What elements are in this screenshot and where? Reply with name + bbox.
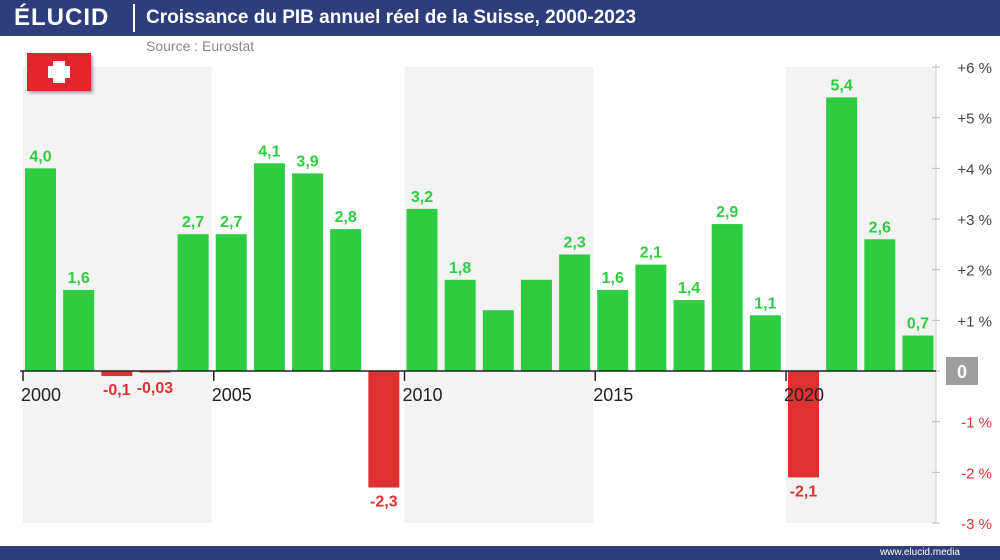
chart-title: Croissance du PIB annuel réel de la Suis… [146,7,637,28]
data-label: 4,1 [258,143,280,160]
bar [520,279,552,371]
y-tick-label: 0 [957,362,967,382]
bar [444,279,476,371]
data-label: 3,2 [411,189,433,206]
data-label: 4,0 [29,148,51,165]
x-tick-label: 2005 [212,385,252,405]
bar [559,254,591,371]
x-tick-label: 2020 [784,385,824,405]
data-label: 2,7 [182,214,204,231]
data-label: 2,6 [869,219,891,236]
data-label: 5,4 [831,77,853,94]
bar [788,371,819,478]
y-tick-label: -1 % [961,415,992,432]
swiss-flag-icon [27,53,91,91]
y-tick-label: +2 % [957,263,992,280]
x-tick-label: 2010 [403,385,443,405]
y-tick-label: +5 % [957,111,992,128]
bar [635,264,667,371]
x-tick-label: 2015 [593,385,633,405]
data-label: 2,1 [640,245,662,262]
data-label: -2,3 [370,494,398,511]
bar [826,97,858,372]
bar [482,310,514,371]
data-label: 3,9 [296,153,318,170]
y-tick-label: +6 % [957,60,992,77]
bar [25,168,56,371]
data-label: 1,6 [68,270,90,287]
bar-chart: +6 % +5 % +4 % +3 % +2 % +1 % 0 -1 % -2 % -3 % 4,0… [20,60,992,533]
footer-bar: www.elucid.media [0,546,1000,560]
bar [711,224,743,371]
data-label: -0,03 [137,380,174,397]
brand-logo: ÉLUCID [14,4,110,31]
bar [292,173,324,371]
data-label: -0,1 [103,382,131,399]
data-label: 2,7 [220,214,242,231]
footer-url: www.elucid.media [879,547,960,558]
zero-badge [946,357,978,385]
bar [330,229,362,371]
bar [101,371,133,377]
bar [673,300,705,371]
data-label: 2,9 [716,204,738,221]
bar [253,163,285,371]
data-label: 1,6 [602,270,624,287]
data-label: 2,3 [563,234,585,251]
bar [63,289,95,371]
data-label: 1,1 [754,295,776,312]
data-label: -2,1 [790,483,818,500]
y-tick-label: +1 % [957,313,992,330]
bar [215,234,247,371]
bar [406,208,438,371]
header-divider [133,4,135,32]
y-tick-label: -2 % [961,465,992,482]
y-tick-label: +4 % [957,161,992,178]
x-tick-label: 2000 [21,385,61,405]
bar [368,371,400,488]
y-tick-label: +3 % [957,212,992,229]
bar [902,335,934,371]
bar [139,371,171,373]
y-tick-label: -3 % [961,516,992,533]
data-label: 2,8 [335,209,357,226]
header-bar: ÉLUCID Croissance du PIB annuel réel de … [0,0,1000,36]
data-label: 0,7 [907,316,929,333]
bar [749,315,781,371]
bar [177,234,209,371]
data-label: 1,4 [678,280,700,297]
bar [864,239,896,371]
chart-source: Source : Eurostat [146,38,255,54]
data-label: 1,8 [449,260,471,277]
bar [597,289,629,371]
